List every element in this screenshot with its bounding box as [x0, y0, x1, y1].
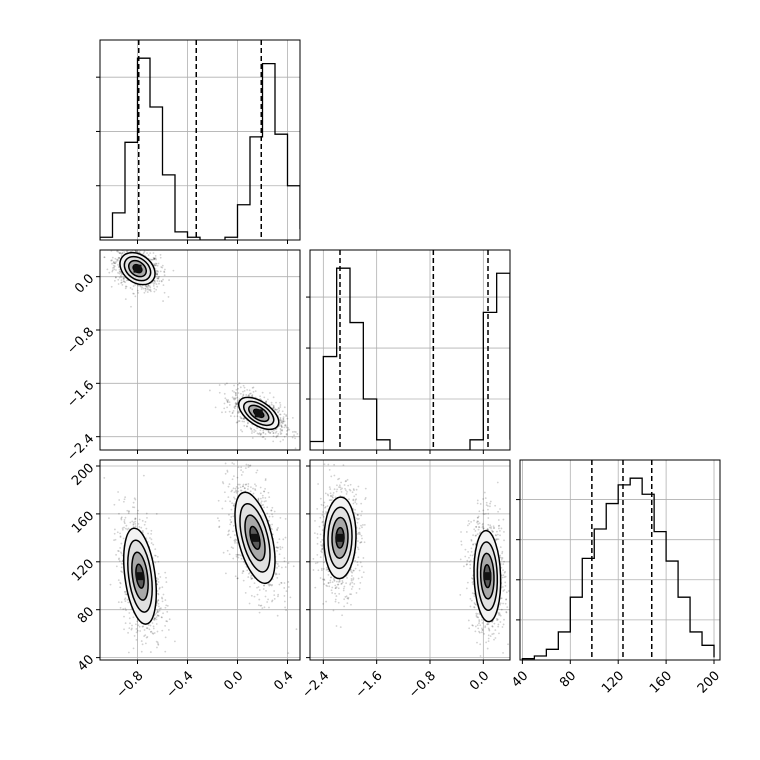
x-tick-label: 200 — [695, 668, 723, 696]
density-peak — [254, 409, 263, 418]
y-tick-label: 0.0 — [72, 271, 97, 296]
x-tick-label: 80 — [557, 668, 579, 690]
axes-frame — [309, 249, 511, 451]
density-panel-1-2 — [306, 459, 511, 664]
density-peak — [251, 533, 259, 542]
density-panel-0-1 — [96, 249, 301, 454]
axes-frame — [99, 249, 301, 451]
axes-frame — [99, 459, 301, 661]
histogram-step-line — [100, 57, 300, 240]
y-tick-label: 200 — [69, 461, 97, 489]
x-tick-label: −0.8 — [406, 668, 439, 701]
histogram-step-line — [310, 267, 510, 450]
x-tick-label: 0.0 — [221, 668, 246, 693]
x-tick-label: −0.8 — [114, 668, 147, 701]
y-tick-label: 120 — [69, 556, 97, 584]
x-tick-label: 40 — [509, 668, 531, 690]
histogram-panel-2 — [516, 459, 721, 664]
x-tick-label: 160 — [647, 668, 675, 696]
density-peak — [336, 533, 344, 542]
y-tick-label: 80 — [75, 604, 97, 626]
y-tick-label: −1.6 — [64, 378, 97, 411]
y-tick-label: 40 — [75, 652, 97, 674]
histogram-step-line — [521, 477, 715, 660]
density-panel-0-2 — [96, 459, 301, 664]
x-tick-label: −2.4 — [299, 668, 332, 701]
density-peak — [133, 264, 142, 273]
axes-frame — [309, 459, 511, 661]
axes-frame — [99, 39, 301, 241]
x-tick-label: 0.4 — [271, 668, 296, 693]
axes-frame — [519, 459, 721, 661]
y-tick-label: −0.8 — [64, 325, 97, 358]
x-tick-label: −1.6 — [353, 668, 386, 701]
histogram-panel-0 — [96, 39, 301, 244]
density-peak — [136, 572, 144, 581]
x-tick-label: 0.0 — [467, 668, 492, 693]
density-peak — [483, 572, 492, 581]
x-tick-label: 120 — [599, 668, 627, 696]
y-tick-label: −2.4 — [64, 431, 97, 464]
y-tick-label: 160 — [69, 509, 97, 537]
x-tick-label: −0.4 — [164, 668, 197, 701]
histogram-panel-1 — [306, 249, 511, 454]
